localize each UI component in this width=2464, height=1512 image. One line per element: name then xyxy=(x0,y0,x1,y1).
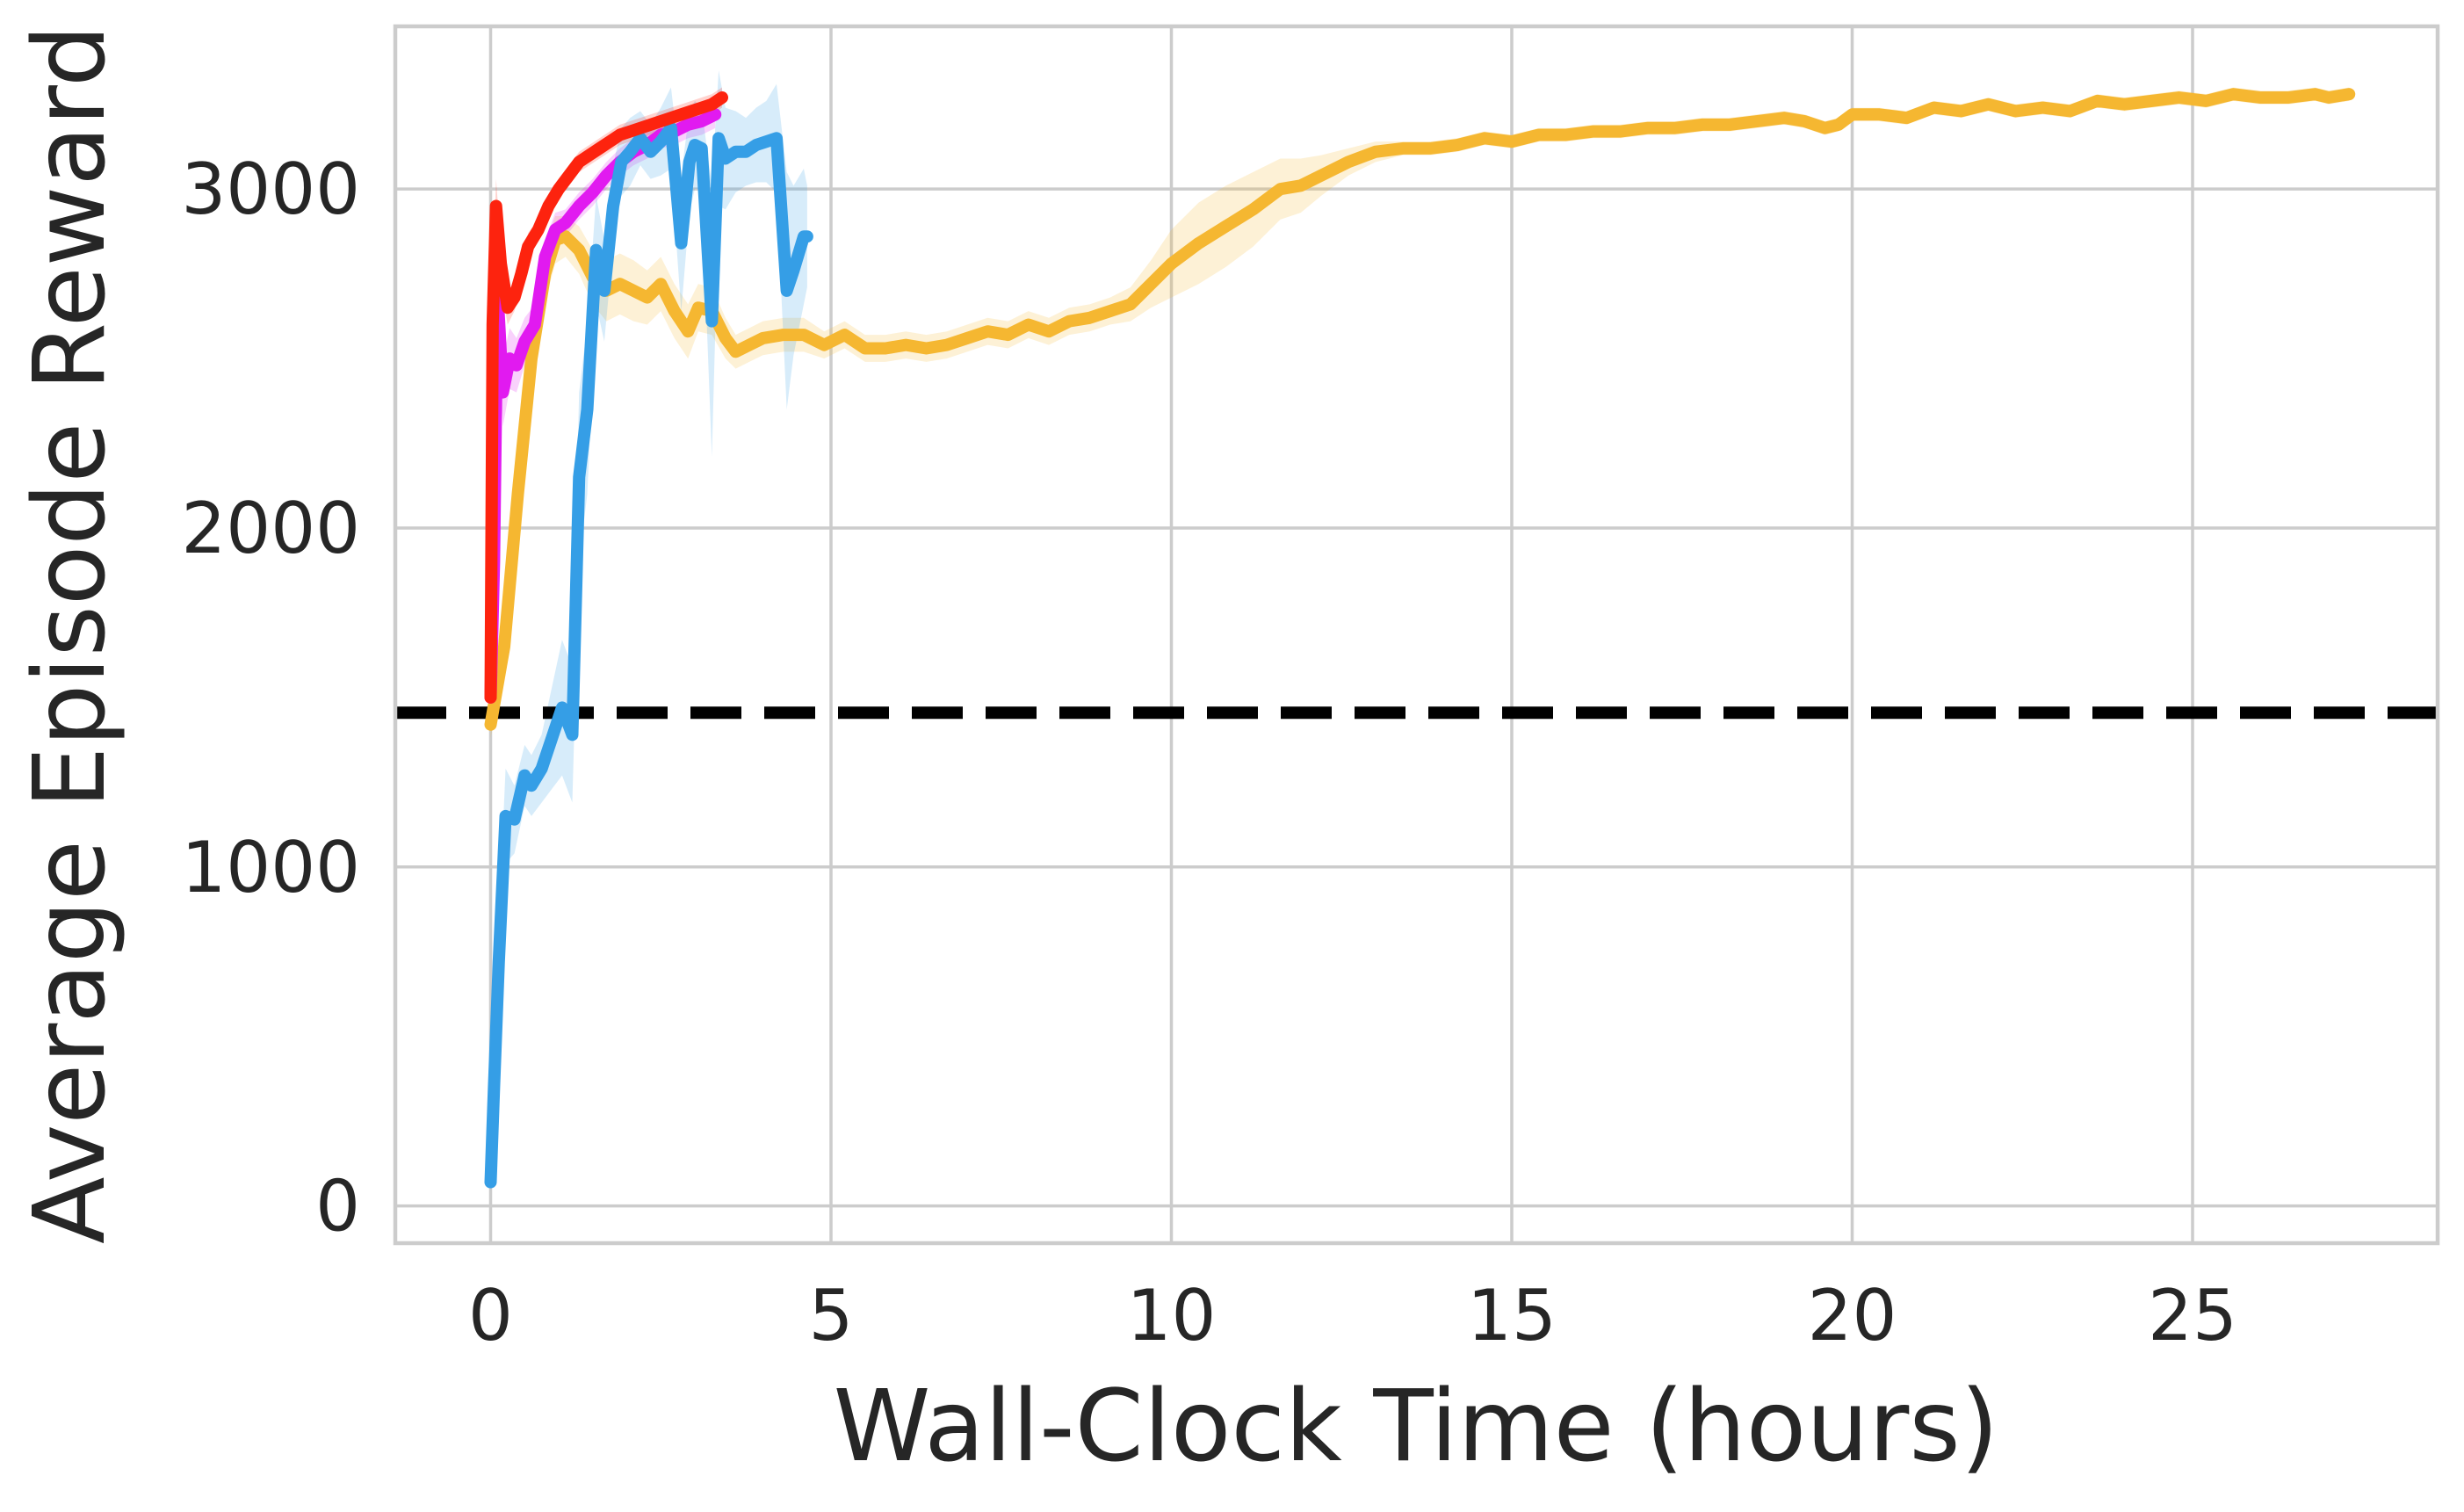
x-axis-label: Wall-Clock Time (hours) xyxy=(834,1370,1999,1484)
x-tick-label-25: 25 xyxy=(2148,1275,2237,1356)
series-1-line xyxy=(484,88,2356,731)
confidence-bands xyxy=(490,70,2350,1193)
x-tick-label-15: 15 xyxy=(1467,1275,1557,1356)
y-tick-label-2000: 2000 xyxy=(181,488,360,569)
x-tick-label-0: 0 xyxy=(468,1275,513,1356)
y-tick-label-0: 0 xyxy=(315,1166,360,1248)
series-4-line xyxy=(484,91,728,704)
x-tick-label-20: 20 xyxy=(1808,1275,1897,1356)
y-tick-label-1000: 1000 xyxy=(181,827,360,908)
y-axis-label: Average Episode Reward xyxy=(13,25,127,1244)
series-3-line xyxy=(484,121,813,1189)
grid-lines xyxy=(395,26,2438,1243)
x-tick-label-10: 10 xyxy=(1127,1275,1217,1356)
y-tick-label-3000: 3000 xyxy=(181,148,360,230)
y-tick-labels: 0 1000 2000 3000 xyxy=(181,148,360,1247)
series-lines xyxy=(484,88,2356,1189)
plot-frame xyxy=(393,24,2440,1246)
x-tick-labels: 0 5 10 15 20 25 xyxy=(468,1275,2237,1356)
x-tick-label-5: 5 xyxy=(809,1275,854,1356)
